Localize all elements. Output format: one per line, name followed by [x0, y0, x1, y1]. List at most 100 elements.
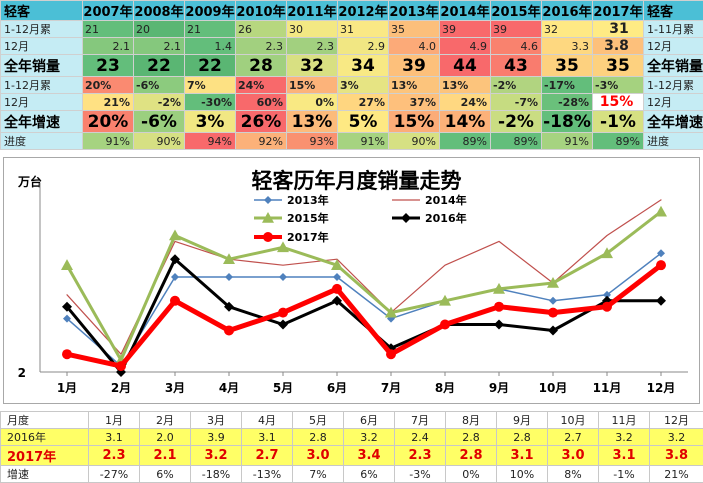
data-cell: 90%	[389, 133, 440, 150]
chart-title: 轻客历年月度销量走势	[252, 169, 462, 193]
data-point-2015年	[655, 206, 667, 217]
year-header: 2014年	[440, 1, 491, 21]
data-cell: 24%	[236, 77, 287, 94]
data-cell: 20	[134, 21, 185, 38]
data-cell: -30%	[185, 94, 236, 111]
year-header: 2012年	[338, 1, 389, 21]
month-header: 12月	[650, 412, 703, 429]
data-cell: 4.9	[440, 38, 491, 55]
data-cell: 39	[491, 21, 542, 38]
data-cell: 13%	[440, 77, 491, 94]
data-cell: 2.1	[83, 38, 134, 55]
data-cell: 93%	[287, 133, 338, 150]
y-tick-label: 2	[18, 366, 26, 380]
data-cell: 91%	[83, 133, 134, 150]
data-cell: 35	[542, 55, 593, 77]
year-header: 2010年	[236, 1, 287, 21]
month-header: 8月	[446, 412, 497, 429]
data-cell: 43	[491, 55, 542, 77]
month-header: 4月	[242, 412, 293, 429]
data-cell: 35	[389, 21, 440, 38]
row-label-right: 1-11月累	[644, 21, 703, 38]
data-cell: 2.3	[236, 38, 287, 55]
y-axis-label: 万台	[17, 174, 42, 189]
row-label-right: 进度	[644, 133, 703, 150]
x-tick-label: 1月	[57, 381, 77, 395]
month-header: 1月	[89, 412, 140, 429]
data-cell: -28%	[542, 94, 593, 111]
data-cell: 89%	[593, 133, 644, 150]
data-cell: 5%	[338, 111, 389, 133]
monthly-cell: 2.8	[497, 429, 548, 446]
x-tick-label: 9月	[489, 381, 509, 395]
data-point-2013年	[171, 273, 179, 281]
monthly-cell: 3.2	[599, 429, 650, 446]
data-point-2013年	[279, 273, 287, 281]
month-header: 2月	[140, 412, 191, 429]
data-point-2017年	[494, 302, 504, 312]
data-cell: 22	[185, 55, 236, 77]
data-cell: 1.4	[185, 38, 236, 55]
x-tick-label: 4月	[219, 381, 239, 395]
year-header: 2016年	[542, 1, 593, 21]
data-cell: 2.9	[338, 38, 389, 55]
data-cell: 21	[185, 21, 236, 38]
monthly-cell: 2.8	[293, 429, 344, 446]
x-tick-label: 10月	[539, 381, 568, 395]
monthly-cell: 2.3	[395, 446, 446, 466]
data-cell: 20%	[83, 77, 134, 94]
monthly-cell: 3.0	[548, 446, 599, 466]
legend-label-2016年: 2016年	[425, 211, 467, 225]
monthly-cell: 3.4	[344, 446, 395, 466]
monthly-cell: 2.4	[395, 429, 446, 446]
monthly-cell: 2.8	[446, 429, 497, 446]
year-header: 2013年	[389, 1, 440, 21]
data-cell: 2.1	[134, 38, 185, 55]
data-point-2017年	[170, 296, 180, 306]
row-label: 全年增速	[1, 111, 83, 133]
x-tick-label: 5月	[273, 381, 293, 395]
x-tick-label: 6月	[327, 381, 347, 395]
month-header: 5月	[293, 412, 344, 429]
legend-marker-2013年	[264, 196, 272, 204]
row-label-right: 全年增速	[644, 111, 703, 133]
year-header: 2007年	[83, 1, 134, 21]
data-cell: 89%	[491, 133, 542, 150]
monthly-cell: 2.0	[140, 429, 191, 446]
data-cell: -6%	[134, 77, 185, 94]
data-cell: 28	[236, 55, 287, 77]
data-cell: -17%	[542, 77, 593, 94]
x-tick-label: 7月	[381, 381, 401, 395]
data-cell: 4.6	[491, 38, 542, 55]
monthly-cell: 3.8	[650, 446, 703, 466]
month-header: 9月	[497, 412, 548, 429]
monthly-row-label: 2016年	[1, 429, 89, 446]
data-point-2015年	[61, 259, 73, 270]
year-header: 2008年	[134, 1, 185, 21]
year-header: 2015年	[491, 1, 542, 21]
year-header: 2017年	[593, 1, 644, 21]
monthly-row-label: 2017年	[1, 446, 89, 466]
monthly-cell: 3.0	[293, 446, 344, 466]
data-cell: 34	[338, 55, 389, 77]
data-point-2017年	[548, 308, 558, 318]
data-point-2016年	[278, 320, 288, 330]
data-cell: 89%	[440, 133, 491, 150]
x-tick-label: 2月	[111, 381, 131, 395]
data-point-2017年	[602, 302, 612, 312]
data-cell: -6%	[134, 111, 185, 133]
row-label-right: 12月	[644, 94, 703, 111]
row-label-right: 全年销量	[644, 55, 703, 77]
monthly-cell: 2.7	[548, 429, 599, 446]
data-cell: 21%	[83, 94, 134, 111]
data-point-2016年	[656, 296, 666, 306]
